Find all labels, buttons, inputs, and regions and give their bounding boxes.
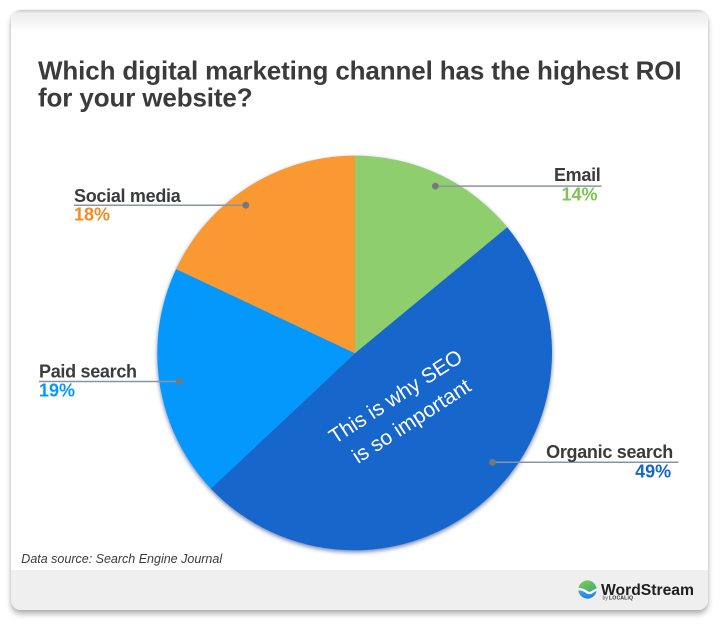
- svg-text:19%: 19%: [39, 381, 75, 401]
- svg-text:for your website?: for your website?: [38, 83, 253, 113]
- svg-text:WordStream: WordStream: [601, 582, 694, 599]
- svg-text:Paid search: Paid search: [39, 361, 137, 381]
- svg-text:Which digital marketing channe: Which digital marketing channel has the …: [38, 55, 681, 85]
- svg-text:49%: 49%: [635, 462, 671, 482]
- svg-text:14%: 14%: [561, 184, 597, 204]
- svg-text:Social media: Social media: [74, 186, 182, 206]
- svg-text:18%: 18%: [74, 204, 110, 224]
- svg-text:Organic search: Organic search: [546, 442, 673, 462]
- svg-text:Data source: Search Engine Jou: Data source: Search Engine Journal: [21, 552, 223, 566]
- svg-text:Email: Email: [554, 165, 601, 185]
- svg-text:LOCALiQ: LOCALiQ: [609, 596, 633, 602]
- svg-text:by: by: [603, 596, 609, 602]
